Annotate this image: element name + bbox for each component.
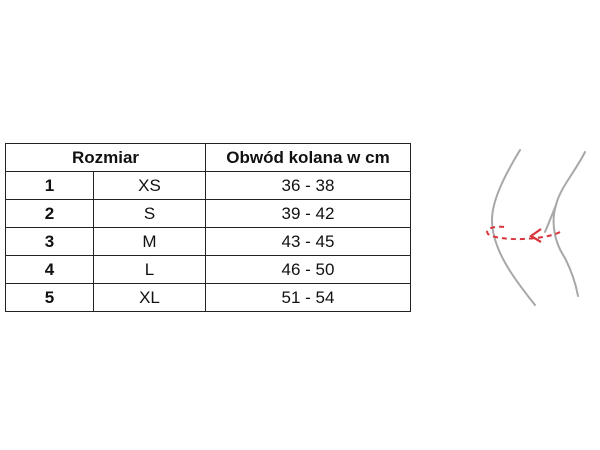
table-cell: S [93, 199, 206, 228]
table-row: 4 L 46 - 50 [5, 255, 411, 284]
table-cell: 43 - 45 [205, 227, 411, 256]
size-table: Rozmiar Obwód kolana w cm 1 XS 36 - 38 2 S 39 -… [5, 143, 411, 312]
knee-line [544, 204, 557, 233]
table-cell: Rozmiar [5, 143, 206, 172]
table-cell: XL [93, 283, 206, 312]
table-row: 5 XL 51 - 54 [5, 283, 411, 312]
table-cell: Obwód kolana w cm [205, 143, 411, 172]
leg-outline-right [552, 151, 586, 297]
measure-arrow [486, 225, 561, 241]
table-cell: 46 - 50 [205, 255, 411, 284]
table-cell: 51 - 54 [205, 283, 411, 312]
table-cell: 36 - 38 [205, 171, 411, 200]
leg-outline-left [490, 149, 536, 306]
header-row: Rozmiar Obwód kolana w cm [5, 143, 411, 172]
table-cell: 5 [5, 283, 94, 312]
arrow-head [528, 228, 542, 243]
